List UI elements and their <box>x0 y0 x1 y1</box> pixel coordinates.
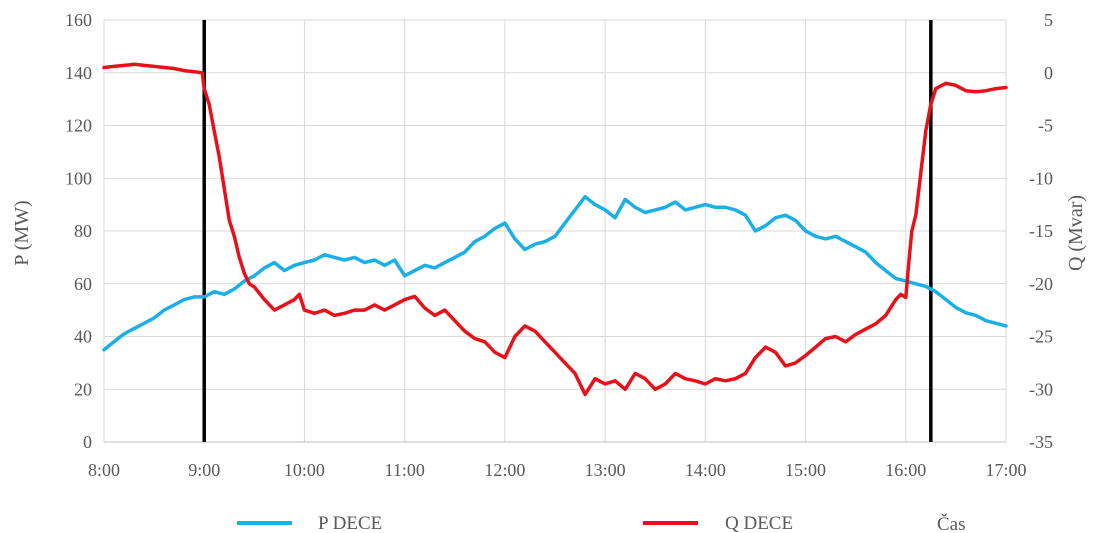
right-tick-label: 0 <box>1044 63 1053 83</box>
right-tick-label: -30 <box>1029 379 1053 399</box>
left-axis-title: P (MW) <box>11 200 33 265</box>
left-tick-label: 40 <box>74 327 92 347</box>
x-tick-label: 9:00 <box>188 460 220 480</box>
x-tick-label: 16:00 <box>885 460 926 480</box>
x-tick-label: 14:00 <box>685 460 726 480</box>
left-tick-label: 60 <box>74 274 92 294</box>
series-lines <box>102 62 1008 397</box>
right-tick-label: -20 <box>1029 274 1053 294</box>
left-axis-ticks: 0 20 40 60 80 100 120 140 160 <box>65 10 92 452</box>
left-tick-label: 120 <box>65 116 92 136</box>
x-tick-label: 12:00 <box>484 460 525 480</box>
right-tick-label: -5 <box>1038 116 1053 136</box>
right-axis-ticks: -35 -30 -25 -20 -15 -10 -5 0 5 <box>1029 10 1053 452</box>
x-tick-label: 10:00 <box>284 460 325 480</box>
grid <box>103 19 1007 443</box>
right-tick-label: -15 <box>1029 221 1053 241</box>
left-tick-label: 80 <box>74 221 92 241</box>
legend: P DECE Q DECE <box>237 513 793 533</box>
x-tick-label: 13:00 <box>585 460 626 480</box>
right-tick-label: -25 <box>1029 327 1053 347</box>
left-tick-label: 140 <box>65 63 92 83</box>
right-axis-title: Q (Mvar) <box>1065 195 1087 271</box>
right-tick-label: -10 <box>1029 168 1053 188</box>
x-tick-label: 11:00 <box>384 460 424 480</box>
left-tick-label: 100 <box>65 168 92 188</box>
legend-q-label: Q DECE <box>725 513 793 533</box>
x-tick-label: 17:00 <box>985 460 1026 480</box>
left-tick-label: 160 <box>65 10 92 30</box>
x-axis-title: Čas <box>937 513 966 533</box>
right-tick-label: 5 <box>1044 10 1053 30</box>
legend-p-label: P DECE <box>318 513 382 533</box>
series-line-q-dece <box>102 62 1008 397</box>
right-tick-label: -35 <box>1029 432 1053 452</box>
x-tick-label: 15:00 <box>785 460 826 480</box>
x-axis-ticks: 8:00 9:00 10:00 11:00 12:00 13:00 14:00 15:00 16… <box>88 460 1027 480</box>
left-tick-label: 0 <box>83 432 92 452</box>
x-tick-label: 8:00 <box>88 460 120 480</box>
series-line-p-dece <box>102 194 1008 352</box>
left-tick-label: 20 <box>74 379 92 399</box>
